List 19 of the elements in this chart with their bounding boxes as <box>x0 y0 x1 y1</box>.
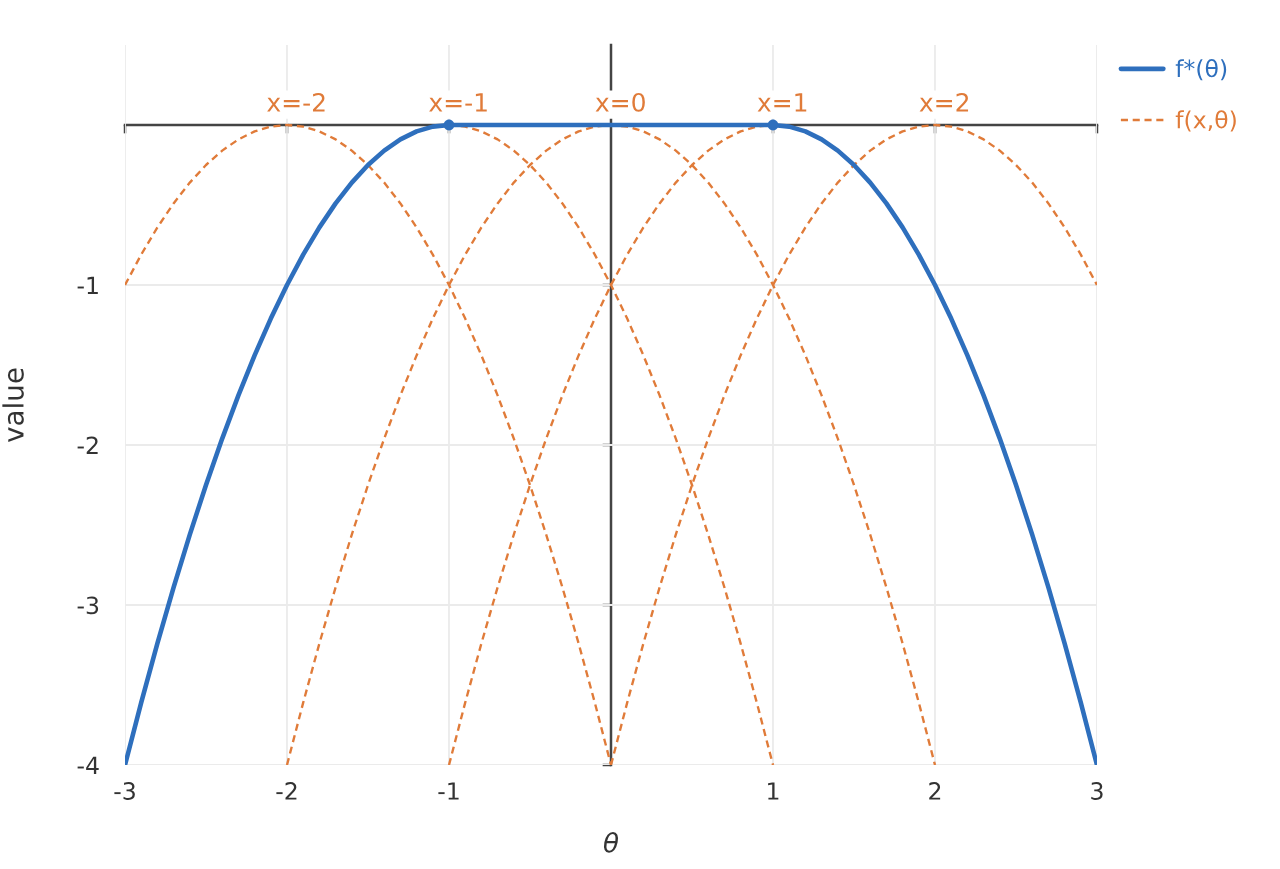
y-tick-label: -1 <box>77 276 98 294</box>
annotation: x=0 <box>595 92 645 112</box>
annotation: x=1 <box>757 93 807 112</box>
annotation: x=2 <box>919 92 969 112</box>
y-tick-label: -4 <box>77 756 99 774</box>
x-axis-title: θ <box>603 832 619 853</box>
x-tick-label: -1 <box>438 782 459 800</box>
legend-label: f(x,θ) <box>1175 110 1236 132</box>
x-tick-label: 2 <box>929 782 941 800</box>
x-tick-label: -3 <box>114 782 135 800</box>
x-tick-label: 3 <box>1091 782 1103 800</box>
y-axis-title: value <box>2 368 24 443</box>
annotation: x=-2 <box>267 92 325 112</box>
x-tick-label: 1 <box>768 782 779 800</box>
y-tick-label: -2 <box>77 436 98 454</box>
y-tick-label: -3 <box>77 596 99 615</box>
annotation: x=-1 <box>429 93 487 112</box>
x-tick-label: -2 <box>276 782 297 800</box>
legend-label: f*(θ) <box>1175 58 1227 81</box>
